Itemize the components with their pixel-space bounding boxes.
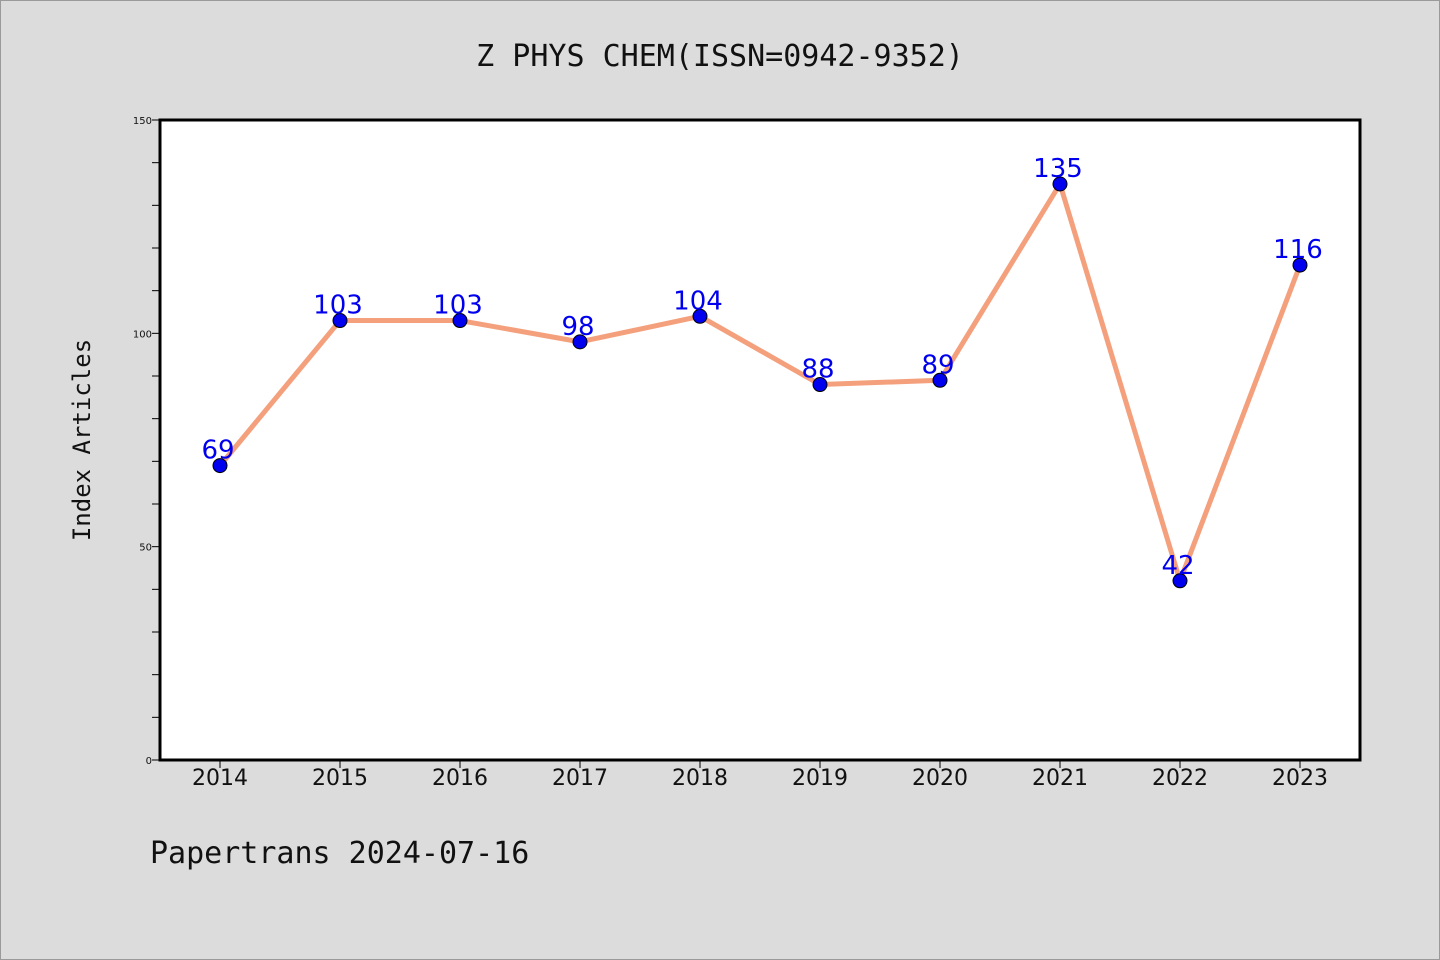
x-tick-label: 2015 <box>312 766 368 791</box>
data-point <box>692 308 708 324</box>
y-tick-label: 50 <box>139 543 152 554</box>
data-label: 98 <box>561 312 594 342</box>
data-label: 135 <box>1033 154 1083 184</box>
y-tick-label: 0 <box>146 756 152 767</box>
data-label: 69 <box>201 436 234 466</box>
data-labels: 69 103 103 98 104 88 89 135 42 116 <box>201 154 1322 581</box>
x-tick-label: 2020 <box>912 766 968 791</box>
y-tick-label: 150 <box>133 116 152 127</box>
x-tick-label: 2019 <box>792 766 848 791</box>
data-point <box>1292 257 1308 273</box>
data-label: 88 <box>801 355 834 385</box>
data-label: 103 <box>313 291 363 321</box>
data-point <box>932 372 948 388</box>
data-point <box>452 313 468 329</box>
plot-area <box>160 120 1360 760</box>
y-tick-label: 100 <box>133 329 152 340</box>
y-tick-labels: 0 50 100 150 <box>133 116 152 767</box>
x-tick-label: 2018 <box>672 766 728 791</box>
x-tick-label: 2021 <box>1032 766 1088 791</box>
x-tick-label: 2014 <box>192 766 248 791</box>
data-markers <box>212 176 1308 589</box>
y-axis-label: Index Articles <box>68 339 96 541</box>
footer-credit: Papertrans 2024-07-16 <box>150 836 529 871</box>
chart-title: Z PHYS CHEM(ISSN=0942-9352) <box>476 39 964 74</box>
data-label: 104 <box>673 286 723 316</box>
data-label: 103 <box>433 291 483 321</box>
data-label: 89 <box>921 350 954 380</box>
data-label: 42 <box>1161 551 1194 581</box>
x-tick-labels: 2014 2015 2016 2017 2018 2019 2020 2021 2022 2023 <box>192 766 1328 791</box>
data-point <box>572 334 588 350</box>
data-point <box>332 313 348 329</box>
data-point <box>1052 176 1068 192</box>
data-point <box>212 458 228 474</box>
x-tick-label: 2023 <box>1272 766 1328 791</box>
x-tick-label: 2022 <box>1152 766 1208 791</box>
x-tick-label: 2017 <box>552 766 608 791</box>
plot-border <box>158 118 1362 762</box>
x-tick-label: 2016 <box>432 766 488 791</box>
data-point <box>812 377 828 393</box>
data-point <box>1172 573 1188 589</box>
series-line <box>218 181 1303 584</box>
data-label: 116 <box>1273 235 1323 265</box>
